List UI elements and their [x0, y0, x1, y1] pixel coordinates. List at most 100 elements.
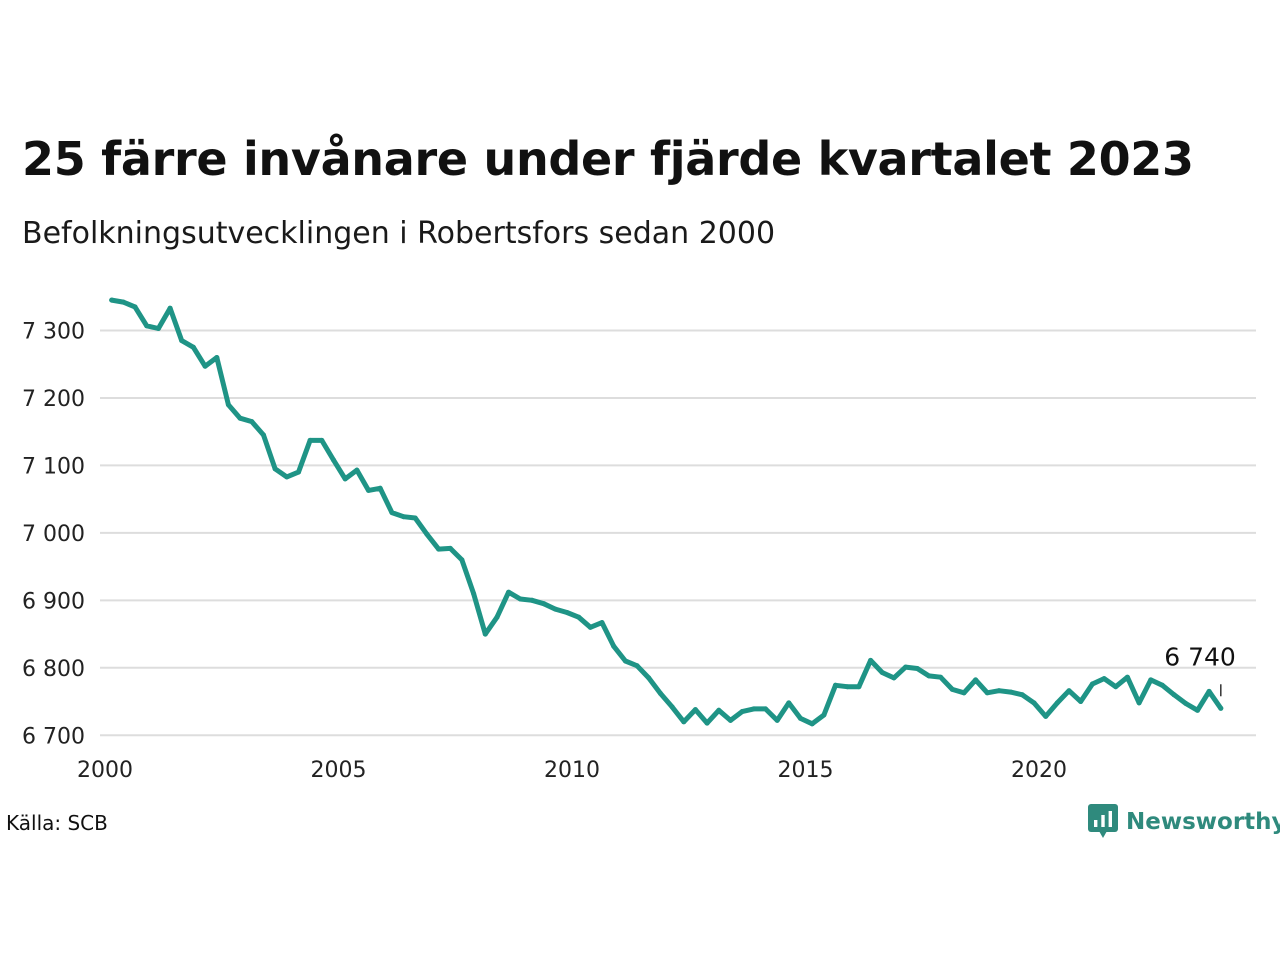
data-point [903, 664, 909, 670]
data-point [389, 510, 395, 516]
data-point [412, 515, 418, 521]
series-layer [109, 297, 1224, 727]
data-point [401, 514, 407, 520]
brand-logo: Newsworthy [1088, 804, 1280, 840]
x-tick-label: 2020 [1011, 758, 1067, 783]
data-point [1101, 676, 1107, 682]
data-point [529, 597, 535, 603]
data-point [342, 476, 348, 482]
data-point [1218, 705, 1224, 711]
data-point [1171, 692, 1177, 698]
series-line [109, 297, 1224, 727]
data-point [786, 700, 792, 706]
data-point [190, 344, 196, 350]
data-point [984, 690, 990, 696]
x-axis-ticks: 2000 2005 2010 2015 2020 [77, 758, 1067, 783]
data-point [331, 457, 336, 463]
data-point [611, 643, 617, 649]
x-tick-label: 2015 [778, 758, 834, 783]
data-point [225, 402, 231, 408]
data-point [366, 487, 371, 493]
data-point [517, 596, 523, 602]
newsworthy-logo-icon [1088, 804, 1118, 838]
data-point [844, 684, 850, 690]
data-point [914, 666, 920, 671]
data-point [763, 706, 768, 712]
data-point [482, 631, 488, 637]
data-point [424, 531, 430, 537]
x-tick-label: 2005 [311, 758, 367, 783]
data-point [167, 305, 173, 311]
source-note: Källa: SCB [6, 811, 108, 835]
data-point [319, 437, 325, 443]
y-tick-label: 6 700 [22, 724, 85, 749]
data-point [284, 474, 290, 480]
y-tick-label: 6 900 [22, 589, 85, 614]
data-point [587, 624, 593, 630]
end-label-layer: 6 740 [1164, 642, 1236, 697]
data-point [798, 715, 803, 721]
data-point [622, 658, 628, 664]
data-point [751, 706, 757, 712]
y-tick-label: 7 300 [22, 319, 85, 344]
y-tick-label: 7 200 [22, 387, 85, 412]
data-point [1066, 688, 1072, 694]
y-tick-label: 6 800 [22, 657, 85, 682]
data-point [237, 415, 243, 421]
data-point [506, 589, 512, 595]
data-point [377, 485, 383, 491]
data-point [132, 304, 138, 310]
data-point [856, 684, 862, 690]
y-tick-label: 7 000 [22, 522, 85, 547]
data-point [728, 717, 733, 723]
data-point [1089, 681, 1095, 687]
data-point [109, 297, 115, 303]
data-point [1054, 700, 1060, 706]
data-point [1031, 700, 1037, 706]
data-point [202, 363, 208, 369]
data-point [833, 682, 838, 688]
chart-title: 25 färre invånare under fjärde kvartalet… [22, 132, 1194, 186]
data-point [704, 720, 710, 726]
data-point [354, 467, 360, 473]
data-point [120, 299, 126, 305]
data-point [774, 717, 780, 723]
data-point [1078, 699, 1084, 704]
data-point [1136, 700, 1142, 706]
y-tick-label: 7 100 [22, 454, 85, 479]
data-point [821, 712, 827, 718]
data-point [576, 614, 582, 620]
chart-subtitle: Befolkningsutvecklingen i Robertsfors se… [22, 216, 776, 251]
data-point [599, 620, 605, 626]
data-point [634, 663, 640, 669]
data-point [155, 326, 161, 331]
data-point [1206, 688, 1212, 694]
data-point [436, 546, 442, 552]
data-point [1019, 692, 1025, 698]
data-point [261, 432, 266, 438]
data-point [996, 688, 1002, 694]
data-point [144, 323, 150, 329]
data-point [1113, 684, 1119, 690]
data-point [272, 466, 278, 472]
end-value-label: 6 740 [1164, 642, 1236, 671]
data-point [669, 704, 675, 710]
data-point [657, 690, 663, 696]
data-point [938, 674, 944, 680]
data-point [552, 606, 558, 612]
data-point [214, 355, 220, 360]
data-point [879, 670, 885, 675]
data-point [961, 690, 967, 696]
data-point [494, 614, 500, 620]
data-point [1124, 674, 1130, 680]
data-point [296, 469, 301, 475]
data-point [692, 707, 698, 713]
data-point [681, 719, 687, 725]
data-point [973, 677, 979, 683]
data-point [646, 675, 652, 681]
data-point [459, 557, 465, 563]
brand-name: Newsworthy [1126, 809, 1280, 835]
data-point [307, 437, 313, 443]
data-point [249, 419, 255, 425]
